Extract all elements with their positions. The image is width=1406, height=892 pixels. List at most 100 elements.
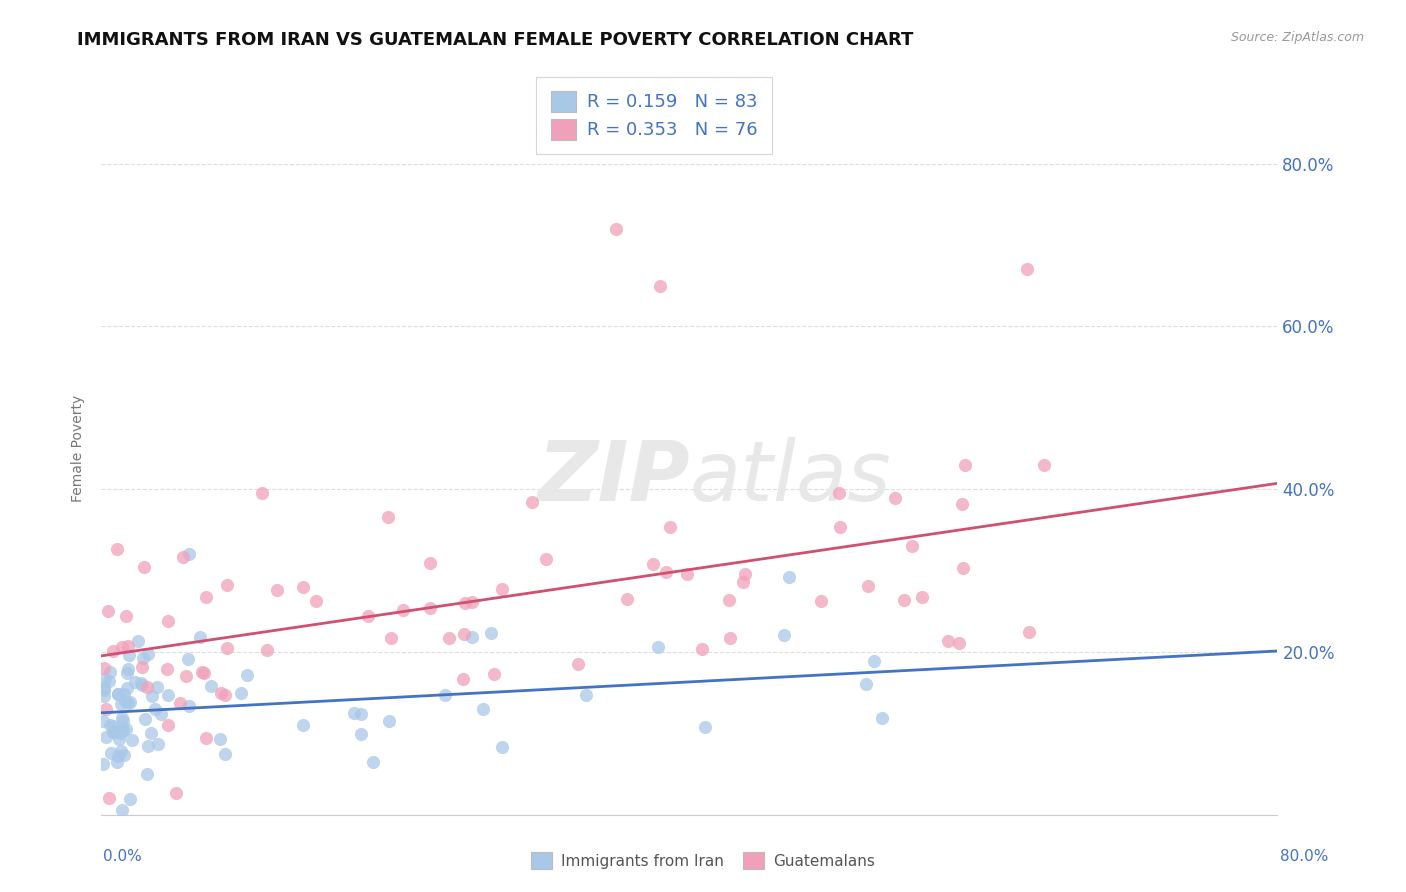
- Point: [135, 766, 157, 780]
- Point: [169, 696, 191, 710]
- Point: [115, 608, 138, 623]
- Point: [110, 697, 132, 711]
- Point: [115, 681, 138, 696]
- Point: [156, 614, 179, 628]
- Point: [108, 731, 131, 746]
- Point: [472, 702, 495, 716]
- Point: [134, 560, 156, 574]
- Point: [491, 740, 513, 755]
- Point: [1032, 458, 1054, 472]
- Point: [911, 590, 934, 604]
- Legend: Immigrants from Iran, Guatemalans: Immigrants from Iran, Guatemalans: [524, 846, 882, 875]
- Text: 0.0%: 0.0%: [103, 849, 142, 863]
- Point: [103, 725, 125, 739]
- Point: [870, 711, 893, 725]
- Point: [214, 747, 236, 761]
- Point: [114, 694, 136, 708]
- Point: [111, 640, 134, 655]
- Point: [659, 519, 682, 533]
- Point: [692, 641, 714, 656]
- Point: [136, 739, 159, 754]
- Point: [453, 673, 475, 687]
- Point: [193, 666, 215, 681]
- Point: [357, 608, 380, 623]
- Point: [146, 737, 169, 751]
- Point: [117, 639, 139, 653]
- Point: [138, 647, 160, 661]
- Point: [363, 755, 385, 769]
- Point: [111, 803, 134, 817]
- Point: [129, 676, 152, 690]
- Point: [536, 551, 558, 566]
- Point: [461, 595, 484, 609]
- Point: [643, 558, 665, 572]
- Point: [117, 648, 139, 663]
- Point: [98, 718, 121, 732]
- Point: [96, 730, 118, 744]
- Point: [855, 677, 877, 691]
- Point: [93, 683, 115, 698]
- Point: [217, 641, 239, 656]
- Point: [132, 651, 155, 665]
- Point: [1017, 262, 1039, 277]
- Point: [124, 674, 146, 689]
- Point: [655, 565, 678, 579]
- Point: [693, 720, 716, 734]
- Point: [567, 657, 589, 671]
- Point: [112, 747, 135, 762]
- Point: [177, 651, 200, 665]
- Point: [101, 644, 124, 658]
- Point: [773, 628, 796, 642]
- Point: [121, 732, 143, 747]
- Point: [454, 596, 477, 610]
- Point: [91, 714, 114, 728]
- Point: [110, 744, 132, 758]
- Point: [256, 643, 278, 657]
- Point: [98, 665, 121, 679]
- Point: [305, 594, 328, 608]
- Point: [863, 654, 886, 668]
- Point: [419, 601, 441, 615]
- Point: [115, 666, 138, 681]
- Point: [231, 685, 253, 699]
- Point: [112, 714, 135, 729]
- Point: [94, 702, 117, 716]
- Text: ZIP: ZIP: [537, 437, 689, 518]
- Point: [172, 549, 194, 564]
- Point: [1018, 624, 1040, 639]
- Point: [104, 724, 127, 739]
- Text: IMMIGRANTS FROM IRAN VS GUATEMALAN FEMALE POVERTY CORRELATION CHART: IMMIGRANTS FROM IRAN VS GUATEMALAN FEMAL…: [77, 31, 914, 49]
- Point: [97, 673, 120, 688]
- Point: [131, 660, 153, 674]
- Point: [156, 718, 179, 732]
- Point: [131, 678, 153, 692]
- Point: [100, 746, 122, 760]
- Point: [377, 509, 399, 524]
- Point: [828, 486, 851, 500]
- Point: [146, 680, 169, 694]
- Point: [195, 731, 218, 745]
- Point: [208, 731, 231, 746]
- Point: [810, 594, 832, 608]
- Point: [718, 631, 741, 645]
- Point: [115, 722, 138, 736]
- Point: [236, 668, 259, 682]
- Point: [94, 672, 117, 686]
- Point: [107, 749, 129, 764]
- Point: [101, 719, 124, 733]
- Point: [950, 497, 973, 511]
- Point: [676, 566, 699, 581]
- Point: [139, 725, 162, 739]
- Point: [93, 689, 115, 703]
- Point: [93, 661, 115, 675]
- Point: [479, 625, 502, 640]
- Point: [779, 570, 801, 584]
- Point: [350, 706, 373, 721]
- Point: [605, 221, 627, 235]
- Point: [135, 680, 157, 694]
- Point: [291, 717, 314, 731]
- Point: [150, 706, 173, 721]
- Point: [190, 665, 212, 679]
- Point: [343, 706, 366, 721]
- Text: 80.0%: 80.0%: [1281, 849, 1329, 863]
